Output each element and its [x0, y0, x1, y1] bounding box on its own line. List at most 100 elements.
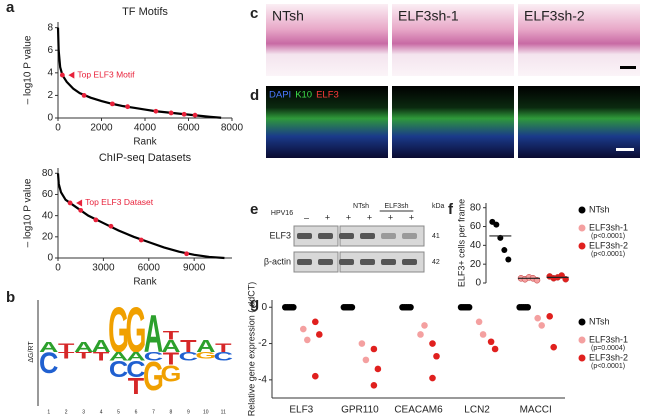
scale-bar — [620, 66, 636, 69]
y-tick-label: 0 — [261, 302, 267, 313]
x-tick-label: 0 — [55, 123, 61, 134]
logo-letter: C — [39, 347, 58, 379]
logo-position: 7 — [152, 409, 155, 415]
lane-label: + — [367, 212, 372, 222]
band-label: ELF3 — [269, 230, 291, 240]
highlight-point — [138, 237, 144, 243]
blot-band — [339, 259, 354, 265]
highlight-point — [67, 200, 73, 206]
legend-p-value: (p<0.0001) — [591, 251, 625, 258]
panel-label: d — [250, 87, 259, 104]
lane-label: + — [388, 212, 393, 222]
highlight-point — [81, 93, 87, 98]
data-point — [290, 303, 297, 311]
y-axis-label: Relative gene expression (-ddCT) — [246, 282, 256, 417]
logo-position: 9 — [187, 409, 190, 415]
highlight-point — [125, 104, 130, 110]
logo-letter: A — [126, 350, 145, 363]
blot-band — [360, 233, 375, 239]
channel-label: K10 — [295, 90, 312, 101]
data-point — [407, 303, 414, 311]
y-tick-label: 40 — [470, 240, 482, 251]
logo-letter: C — [126, 357, 145, 383]
highlight-point — [78, 207, 84, 213]
data-point — [475, 318, 483, 326]
data-point — [491, 345, 499, 353]
logo-letter: T — [58, 351, 74, 361]
highlight-point — [192, 112, 198, 118]
data-point — [524, 303, 531, 311]
y-tick-label: 40 — [42, 210, 54, 221]
data-point — [370, 345, 378, 353]
scale-bar — [616, 148, 634, 151]
panel-label: e — [250, 201, 258, 218]
data-point — [538, 322, 545, 329]
kda-label: kDa — [432, 203, 445, 210]
data-point — [348, 303, 356, 311]
data-point — [505, 256, 512, 263]
panel-label: f — [448, 201, 454, 218]
histology-image — [392, 4, 514, 76]
data-point — [304, 336, 311, 344]
panel-label: a — [6, 0, 15, 16]
y-axis-label: – log10 P value — [23, 178, 34, 247]
data-point — [433, 352, 440, 360]
y-tick-label: -4 — [258, 374, 267, 385]
logo-letter: T — [163, 348, 180, 368]
x-tick-label: LCN2 — [464, 405, 490, 416]
logo-letter: A — [91, 336, 110, 356]
legend-p-value: (p<0.0001) — [591, 233, 625, 240]
x-tick-label: 8000 — [221, 123, 244, 134]
blot-band — [318, 233, 333, 239]
highlight-point — [59, 72, 65, 78]
legend-label: NTsh — [589, 316, 610, 326]
logo-letter: A — [74, 339, 94, 356]
logo-letter: G — [195, 351, 216, 361]
blot-band — [297, 259, 312, 265]
histology-label: NTsh — [272, 8, 304, 24]
legend-p-value: (p<0.0001) — [591, 363, 625, 370]
logo-letter: T — [215, 342, 232, 355]
logo-letter: G — [143, 354, 164, 399]
lane-label: + — [325, 212, 330, 222]
data-point — [465, 303, 473, 311]
y-tick-label: -2 — [258, 338, 267, 349]
band-kda: 42 — [432, 259, 440, 266]
data-point — [316, 331, 323, 338]
channel-label: DAPI — [269, 90, 291, 101]
x-tick-label: 2000 — [90, 123, 113, 134]
blot-band — [318, 259, 333, 265]
annotation-arrow — [76, 199, 83, 207]
logo-letter: T — [128, 374, 145, 400]
data-point — [312, 372, 319, 380]
legend-label: ELF3sh-2 — [589, 352, 628, 362]
y-tick-label: 80 — [42, 168, 54, 179]
fluorescence-image — [518, 86, 640, 158]
chart-title: TF Motifs — [122, 6, 168, 18]
band-label: β-actin — [264, 256, 291, 266]
data-point — [550, 343, 557, 351]
highlight-point — [93, 217, 99, 223]
blot-band — [402, 259, 417, 265]
data-point — [534, 314, 541, 322]
blot-band — [339, 233, 354, 239]
hpv16-label: HPV16 — [271, 210, 293, 217]
legend-swatch — [578, 224, 586, 232]
logo-letter: G — [126, 295, 147, 367]
logo-letter: A — [109, 350, 128, 363]
blot-band — [381, 259, 396, 265]
logo-letter: C — [214, 350, 233, 363]
blot-band — [402, 233, 417, 239]
panel-label: g — [250, 295, 259, 312]
legend-label: NTsh — [589, 204, 610, 214]
band-kda: 41 — [432, 233, 440, 240]
group-label: NTsh — [353, 203, 369, 210]
blot-strip — [293, 225, 339, 247]
x-tick-label: GPR110 — [341, 405, 379, 416]
x-tick-label: 3000 — [92, 263, 115, 274]
y-axis-label: ELF3+ cells per frame — [456, 199, 466, 287]
logo-position: 3 — [82, 409, 85, 415]
lane-label: – — [304, 212, 309, 222]
histology-image — [518, 4, 640, 76]
